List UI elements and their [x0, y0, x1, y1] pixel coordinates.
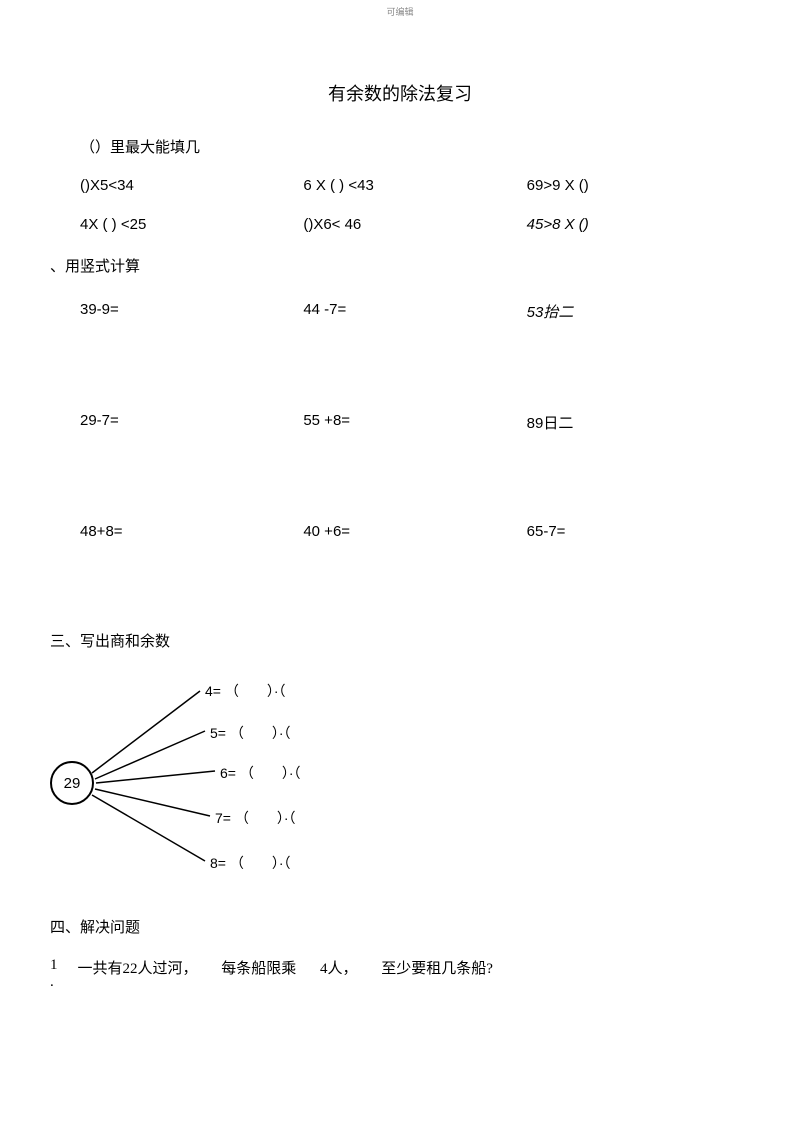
section3-header: 三、写出商和余数 — [50, 630, 750, 651]
fill-blank-cell: ()X6< 46 — [303, 216, 526, 233]
fill-blank-cell: 6 X ( ) <43 — [303, 177, 526, 194]
watermark-text: 可编辑 — [386, 5, 413, 18]
arith-row-3: 48+8= 40 +6= 65-7= — [80, 523, 750, 540]
arith-cell: 44 -7= — [303, 301, 526, 322]
problem-part: 4人， — [320, 961, 358, 977]
branch-divisor: 7= — [215, 810, 231, 826]
problem-number: 1. — [50, 957, 58, 991]
problem-text: 一共有22人过河， 每条船限乘 4人， 至少要租几条船? — [78, 957, 513, 978]
problem-part: 一共有22人过河， — [78, 961, 198, 977]
problem-1: 1. 一共有22人过河， 每条船限乘 4人， 至少要租几条船? — [50, 957, 750, 991]
section1-header: （）里最大能填几 — [80, 136, 750, 157]
problem-part: 每条船限乘 — [221, 961, 296, 977]
branch-divisor: 4= — [205, 683, 221, 699]
arith-cell: 29-7= — [80, 412, 303, 433]
arith-cell: 39-9= — [80, 301, 303, 322]
branch-1: 4= （ ）·（ — [205, 681, 286, 701]
arith-cell: 89日二 — [527, 412, 750, 433]
problem-part: 至少要租几条船? — [381, 961, 493, 977]
arith-cell: 40 +6= — [303, 523, 526, 540]
branch-4: 7= （ ）·（ — [215, 808, 296, 828]
fill-blank-cell: ()X5<34 — [80, 177, 303, 194]
arith-cell: 48+8= — [80, 523, 303, 540]
branch-template: （ ）·（ — [230, 855, 291, 871]
arith-row-2: 29-7= 55 +8= 89日二 — [80, 412, 750, 433]
circle-value: 29 — [50, 761, 94, 805]
arith-cell: 65-7= — [527, 523, 750, 540]
fill-blank-row-1: ()X5<34 6 X ( ) <43 69>9 X () — [80, 177, 750, 194]
branch-2: 5= （ ）·（ — [210, 723, 291, 743]
fill-blank-cell: 4X ( ) <25 — [80, 216, 303, 233]
branch-divisor: 8= — [210, 855, 226, 871]
page-title: 有余数的除法复习 — [50, 80, 750, 106]
fill-blank-cell: 69>9 X () — [527, 177, 750, 194]
branch-3: 6= （ ）·（ — [220, 763, 301, 783]
branch-template: （ ）·（ — [225, 683, 286, 699]
branch-template: （ ）·（ — [240, 765, 301, 781]
branch-template: （ ）·（ — [230, 725, 291, 741]
fill-blank-cell: 45>8 X () — [527, 216, 750, 233]
arith-row-1: 39-9= 44 -7= 53抬二 — [80, 301, 750, 322]
fill-blank-row-2: 4X ( ) <25 ()X6< 46 45>8 X () — [80, 216, 750, 233]
section4-header: 四、解决问题 — [50, 916, 750, 937]
branch-divisor: 6= — [220, 765, 236, 781]
branch-divisor: 5= — [210, 725, 226, 741]
branch-template: （ ）·（ — [235, 810, 296, 826]
branch-5: 8= （ ）·（ — [210, 853, 291, 873]
arith-cell: 55 +8= — [303, 412, 526, 433]
fan-diagram: 29 4= （ ）·（ 5= （ ）·（ 6= （ ）·（ 7= （ ）·（ 8… — [50, 671, 410, 891]
arith-cell: 53抬二 — [527, 301, 750, 322]
section2-header: 、用竖式计算 — [50, 255, 750, 276]
